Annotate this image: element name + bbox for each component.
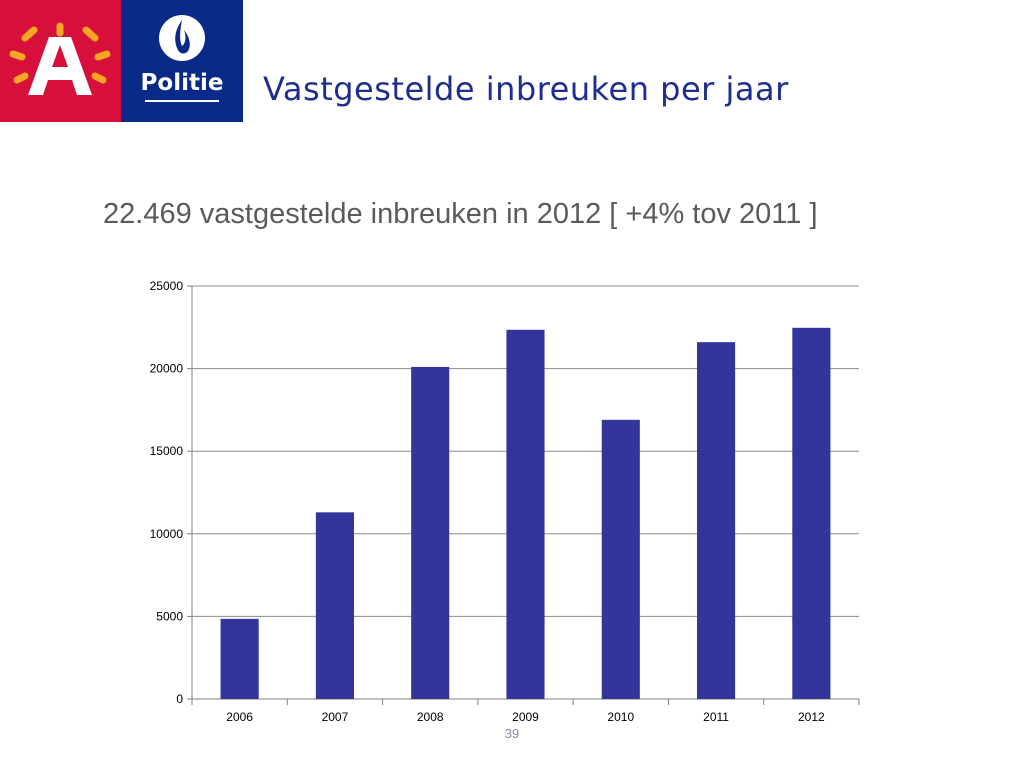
bar (792, 327, 831, 699)
page-number: 39 (504, 726, 520, 741)
x-tick-label: 2010 (607, 710, 634, 724)
y-tick-label: 0 (176, 692, 183, 706)
y-tick-label: 5000 (156, 609, 183, 623)
x-tick-label: 2007 (322, 710, 349, 724)
x-tick-label: 2011 (703, 710, 729, 724)
bar (601, 419, 640, 699)
slide-subtitle: 22.469 vastgestelde inbreuken in 2012 [ … (103, 198, 818, 230)
flame-badge-icon (159, 15, 205, 61)
bar (220, 618, 259, 699)
politie-label: Politie (140, 70, 224, 96)
x-tick-label: 2008 (417, 710, 444, 724)
bar (315, 512, 354, 699)
antwerpen-logo (0, 0, 121, 122)
politie-underline (145, 100, 219, 102)
bar (697, 342, 736, 699)
x-tick-label: 2009 (512, 710, 539, 724)
y-tick-label: 10000 (150, 527, 184, 541)
y-tick-label: 20000 (150, 362, 184, 376)
bar (411, 366, 450, 699)
y-tick-label: 25000 (150, 279, 184, 293)
politie-logo: Politie (121, 0, 243, 122)
y-tick-label: 15000 (150, 444, 184, 458)
bar (506, 329, 545, 699)
antwerpen-a-icon (9, 22, 111, 95)
slide-title: Vastgestelde inbreuken per jaar (263, 70, 789, 108)
x-tick-label: 2006 (226, 710, 253, 724)
x-tick-label: 2012 (798, 710, 825, 724)
